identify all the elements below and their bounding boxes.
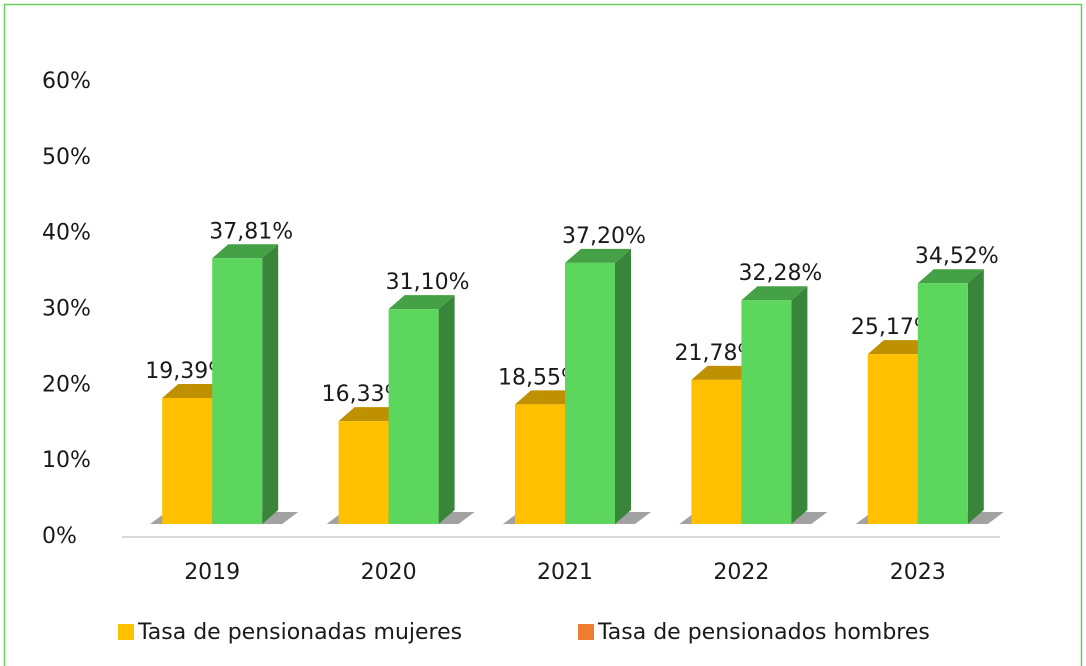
bar-face xyxy=(691,379,742,524)
x-tick-label: 2023 xyxy=(890,560,946,585)
y-tick-label: 50% xyxy=(42,145,91,170)
bar xyxy=(388,295,455,524)
bar-face xyxy=(388,295,455,310)
y-tick-label: 10% xyxy=(42,448,91,473)
bar-face xyxy=(438,295,455,524)
frame xyxy=(3,3,1083,666)
legend-label: Tasa de pensionadas mujeres xyxy=(137,620,462,645)
bar-face xyxy=(867,354,918,524)
y-tick-label: 20% xyxy=(42,372,91,397)
bar-face xyxy=(691,365,758,380)
bar-face xyxy=(388,309,439,524)
value-label: 31,10% xyxy=(386,270,470,295)
y-tick-label: 0% xyxy=(42,524,77,549)
bar-face xyxy=(262,244,279,524)
legend-swatch xyxy=(578,624,594,640)
x-tick-label: 2022 xyxy=(713,560,769,585)
bar xyxy=(212,244,279,524)
value-label: 32,28% xyxy=(738,261,822,286)
bar-face xyxy=(565,248,631,263)
bar-face xyxy=(741,300,792,524)
y-tick-label: 40% xyxy=(42,221,91,246)
bar-face xyxy=(615,248,631,524)
bar-face xyxy=(515,390,581,405)
bar xyxy=(565,248,631,524)
bar xyxy=(917,269,984,524)
bar-face xyxy=(741,286,808,301)
x-tick-label: 2021 xyxy=(537,560,593,585)
bar-face xyxy=(338,407,405,422)
bar xyxy=(741,286,808,524)
bar-face xyxy=(967,269,984,524)
y-tick-label: 30% xyxy=(42,297,91,322)
value-label: 37,20% xyxy=(562,224,646,249)
bar-face xyxy=(212,258,263,524)
legend-swatch xyxy=(118,624,134,640)
bar-face xyxy=(791,286,808,524)
value-label: 34,52% xyxy=(915,244,999,269)
value-label: 37,81% xyxy=(209,219,293,244)
bar-face xyxy=(565,262,615,524)
legend-label: Tasa de pensionados hombres xyxy=(597,620,930,645)
bar-face xyxy=(515,404,565,524)
bar-face xyxy=(212,244,279,259)
y-tick-label: 60% xyxy=(42,69,91,94)
x-tick-label: 2019 xyxy=(184,560,240,585)
bar-face xyxy=(917,269,984,284)
bar-face xyxy=(338,421,389,524)
bar-face xyxy=(917,283,968,524)
x-tick-label: 2020 xyxy=(361,560,417,585)
bar-face xyxy=(162,383,229,398)
bar-face xyxy=(162,397,213,524)
bar-face xyxy=(867,340,934,355)
